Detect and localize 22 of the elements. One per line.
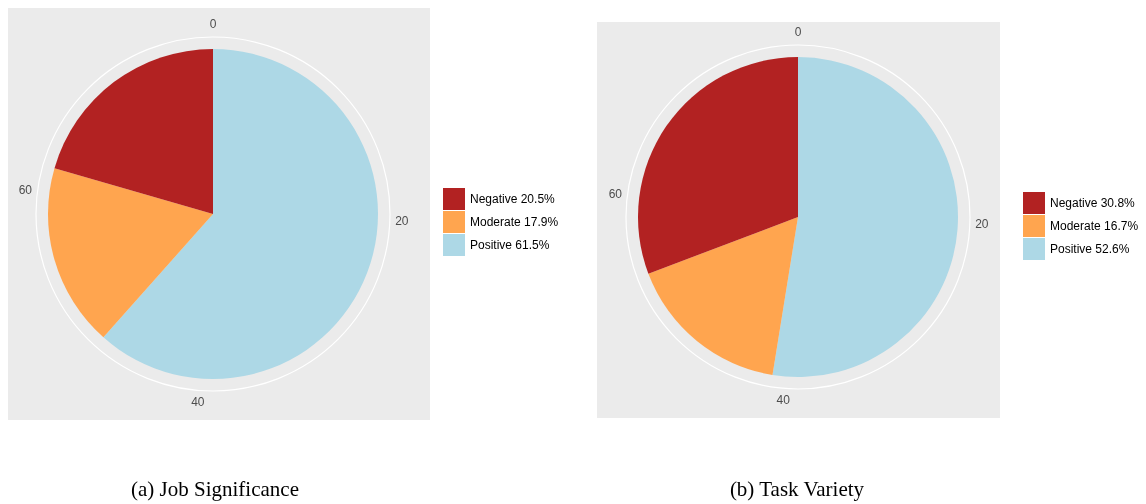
text: (b) Task Variety (729, 477, 865, 501)
text: 60 (608, 187, 623, 202)
text: 20 (975, 216, 989, 231)
legend-label: Negative 20.5% (470, 192, 556, 207)
pie-slice (48, 168, 213, 338)
legend-label: Positive 52.6% (1050, 242, 1130, 257)
text: (a) Job Significance (131, 477, 299, 501)
text: 60 (18, 183, 33, 198)
text: 0 (209, 17, 217, 32)
text: 0 (794, 25, 802, 40)
pie-slice (103, 49, 378, 379)
text: 40 (776, 392, 791, 407)
legend-label: Positive 61.5% (470, 238, 550, 253)
text: 20 (395, 213, 409, 228)
legend-label: Negative 30.8% (1050, 196, 1136, 211)
pie-slice (772, 57, 958, 377)
legend-label: Moderate 17.9% (470, 215, 559, 230)
pie-slice (638, 57, 798, 274)
pie-slice (54, 49, 213, 214)
text: 40 (191, 394, 205, 409)
pie-slice (648, 217, 798, 375)
legend-label: Moderate 16.7% (1050, 219, 1139, 234)
